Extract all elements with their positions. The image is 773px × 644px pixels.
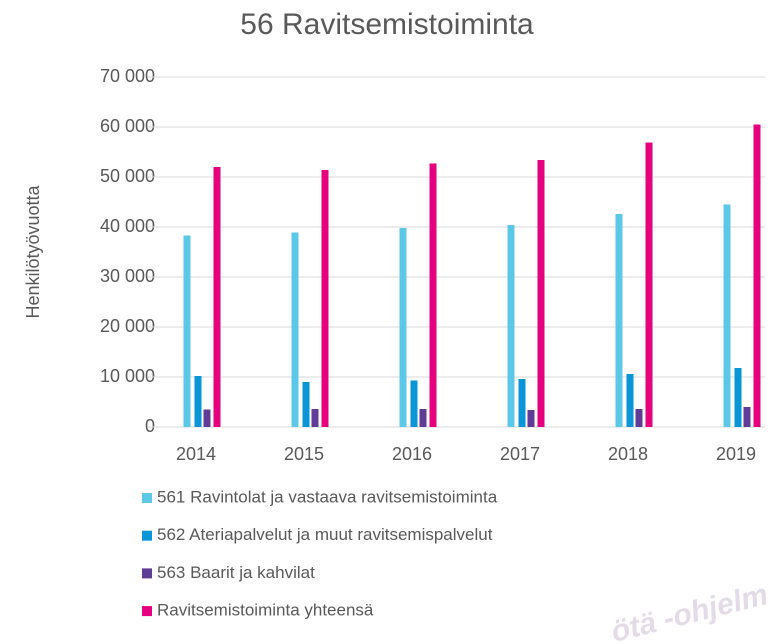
x-tick-label: 2016 xyxy=(392,444,432,464)
y-axis-label: Henkilötyövuotta xyxy=(23,184,43,318)
bar xyxy=(311,409,319,427)
y-tick-label: 10 000 xyxy=(100,366,155,386)
bar xyxy=(203,409,211,427)
bar xyxy=(753,124,761,427)
bar xyxy=(635,409,643,427)
y-tick-label: 30 000 xyxy=(100,266,155,286)
bar xyxy=(399,228,407,427)
legend-swatch xyxy=(142,493,152,503)
y-tick-label: 0 xyxy=(145,416,155,436)
legend-label: 563 Baarit ja kahvilat xyxy=(157,563,315,582)
bar xyxy=(194,376,202,427)
x-tick-label: 2015 xyxy=(284,444,324,464)
bar xyxy=(213,167,221,427)
bar xyxy=(321,170,329,427)
x-tick-label: 2017 xyxy=(500,444,540,464)
legend-swatch xyxy=(142,530,152,541)
bar xyxy=(615,214,623,427)
bar xyxy=(291,232,299,427)
bar xyxy=(537,160,545,427)
bar xyxy=(302,382,310,427)
y-tick-label: 50 000 xyxy=(100,166,155,186)
bar xyxy=(743,407,751,427)
bar xyxy=(518,379,526,427)
bar xyxy=(734,368,742,427)
bar xyxy=(645,142,653,427)
legend-label: Ravitsemistoiminta yhteensä xyxy=(157,601,374,620)
x-tick-label: 2019 xyxy=(716,444,756,464)
x-tick-label: 2018 xyxy=(608,444,648,464)
y-tick-label: 40 000 xyxy=(100,216,155,236)
bar xyxy=(183,235,191,427)
legend-label: 561 Ravintolat ja vastaava ravitsemistoi… xyxy=(157,487,498,506)
y-tick-label: 60 000 xyxy=(100,116,155,136)
bar xyxy=(429,163,437,427)
bar xyxy=(527,410,535,427)
legend-swatch xyxy=(142,606,152,617)
bar xyxy=(723,204,731,427)
legend-swatch xyxy=(142,568,152,579)
y-tick-label: 70 000 xyxy=(100,66,155,86)
bar xyxy=(626,374,634,427)
x-tick-label: 2014 xyxy=(176,444,216,464)
bar xyxy=(410,380,418,427)
bar xyxy=(419,409,427,427)
watermark: ötä -ohjelm xyxy=(608,578,771,644)
legend-label: 562 Ateriapalvelut ja muut ravitsemispal… xyxy=(157,525,493,544)
bar xyxy=(507,225,515,427)
y-tick-label: 20 000 xyxy=(100,316,155,336)
chart-title: 56 Ravitsemistoiminta xyxy=(240,8,534,41)
